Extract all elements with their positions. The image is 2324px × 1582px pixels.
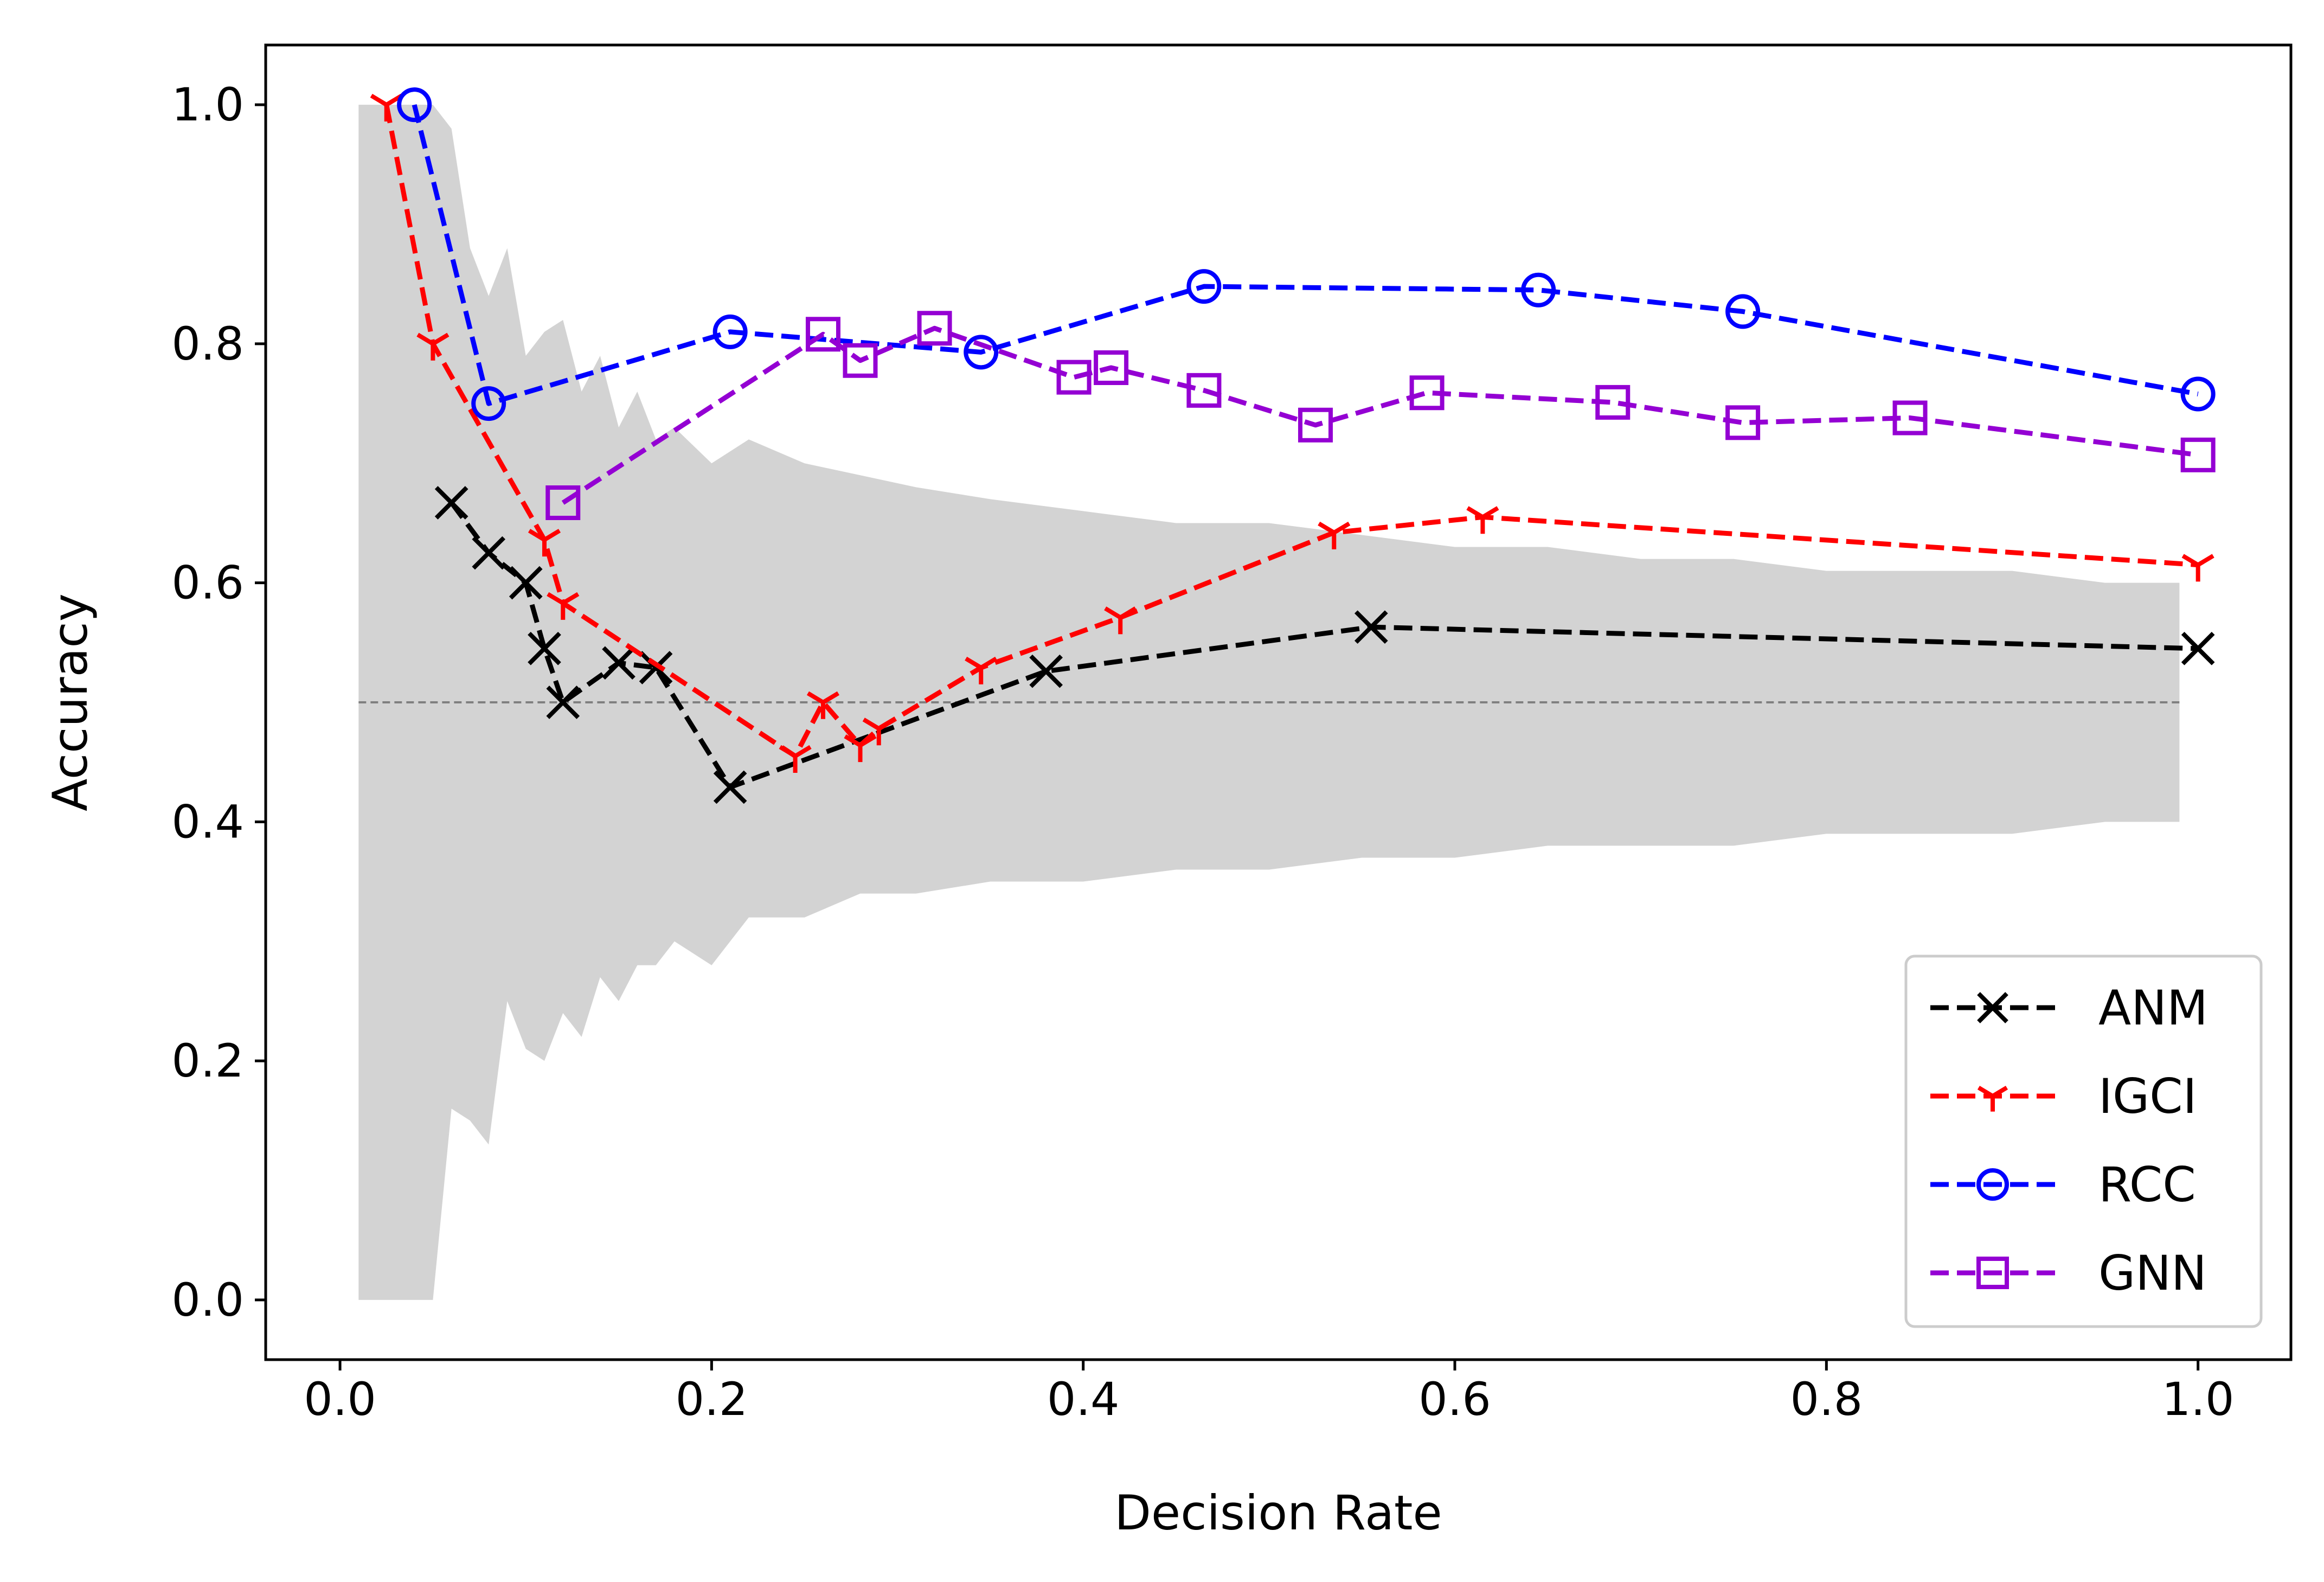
legend-swatch-marker xyxy=(1977,1085,2008,1112)
legend-label: ANM xyxy=(2098,980,2208,1036)
data-point-gnn xyxy=(1892,400,1928,435)
data-point-rcc xyxy=(712,314,748,349)
legend-box xyxy=(1904,955,2263,1328)
series-line-rcc xyxy=(412,104,2199,406)
data-point-igci xyxy=(1466,506,1499,534)
data-point-gnn xyxy=(917,311,952,346)
data-point-anm xyxy=(434,486,468,520)
data-point-igci xyxy=(844,734,877,763)
data-point-anm xyxy=(639,651,673,684)
legend-label: RCC xyxy=(2098,1157,2196,1213)
y-tick-label: 0.8 xyxy=(171,317,244,370)
plot-frame xyxy=(264,43,2293,1361)
data-point-anm xyxy=(2181,632,2215,665)
data-point-gnn xyxy=(843,343,878,378)
x-tick-label: 0.6 xyxy=(1418,1373,1491,1426)
data-point-anm xyxy=(1029,654,1063,688)
data-point-anm xyxy=(602,646,635,680)
data-point-anm xyxy=(528,632,561,665)
legend-swatch-marker xyxy=(1977,992,2008,1023)
x-tick-label: 1.0 xyxy=(2162,1373,2235,1426)
series-rcc xyxy=(397,87,2216,421)
data-point-igci xyxy=(1104,606,1137,635)
data-point-igci xyxy=(806,691,840,719)
data-point-anm xyxy=(509,566,543,600)
series-line-gnn xyxy=(561,325,2199,505)
data-point-igci xyxy=(965,656,998,684)
legend-item-anm: ANM xyxy=(1930,980,2208,1036)
y-tick-label: 0.4 xyxy=(171,795,244,848)
data-point-gnn xyxy=(1409,375,1445,411)
legend-item-igci: IGCI xyxy=(1930,1068,2197,1124)
data-point-anm xyxy=(472,536,506,570)
y-tick-label: 0.6 xyxy=(171,556,244,610)
data-point-igci xyxy=(528,529,561,557)
data-point-igci xyxy=(1318,521,1351,549)
data-point-gnn xyxy=(1298,407,1333,443)
data-point-rcc xyxy=(397,87,432,123)
data-point-rcc xyxy=(1186,269,1222,304)
x-tick-label: 0.0 xyxy=(304,1373,376,1426)
data-point-igci xyxy=(779,745,812,773)
data-point-rcc xyxy=(964,335,999,370)
data-point-gnn xyxy=(1186,373,1222,408)
legend-label: IGCI xyxy=(2098,1068,2197,1124)
data-point-igci xyxy=(547,592,580,620)
legend-item-gnn: GNN xyxy=(1930,1245,2207,1301)
y-tick-label: 0.0 xyxy=(171,1273,244,1327)
data-point-anm xyxy=(713,770,747,804)
data-point-gnn xyxy=(1595,385,1630,420)
data-point-gnn xyxy=(1056,360,1092,395)
series-igci xyxy=(370,93,2214,773)
data-point-gnn xyxy=(1094,350,1129,385)
data-point-rcc xyxy=(1725,294,1761,329)
data-point-anm xyxy=(546,686,580,719)
data-point-igci xyxy=(862,718,895,746)
data-point-gnn xyxy=(545,485,581,520)
x-tick-label: 0.2 xyxy=(676,1373,748,1426)
series-gnn xyxy=(545,311,2216,520)
legend-label: GNN xyxy=(2098,1245,2207,1301)
data-point-igci xyxy=(416,332,450,361)
series-anm xyxy=(434,486,2215,804)
data-point-rcc xyxy=(2180,376,2216,412)
y-tick-label: 1.0 xyxy=(171,78,244,131)
data-point-igci xyxy=(2181,554,2214,582)
data-point-gnn xyxy=(2180,437,2216,472)
y-axis-label: Accuracy xyxy=(42,593,98,811)
data-point-anm xyxy=(1354,610,1388,644)
y-tick-label: 0.2 xyxy=(171,1034,244,1087)
x-axis-label: Decision Rate xyxy=(1114,1485,1442,1541)
legend-item-rcc: RCC xyxy=(1930,1157,2196,1213)
data-point-gnn xyxy=(805,317,840,352)
x-tick-label: 0.8 xyxy=(1790,1373,1863,1426)
legend-swatch-marker xyxy=(1976,1168,2009,1201)
data-point-rcc xyxy=(1521,272,1556,308)
data-point-rcc xyxy=(471,386,506,421)
data-point-gnn xyxy=(1725,405,1761,440)
x-tick-label: 0.4 xyxy=(1047,1373,1120,1426)
legend-swatch-marker xyxy=(1976,1257,2009,1289)
